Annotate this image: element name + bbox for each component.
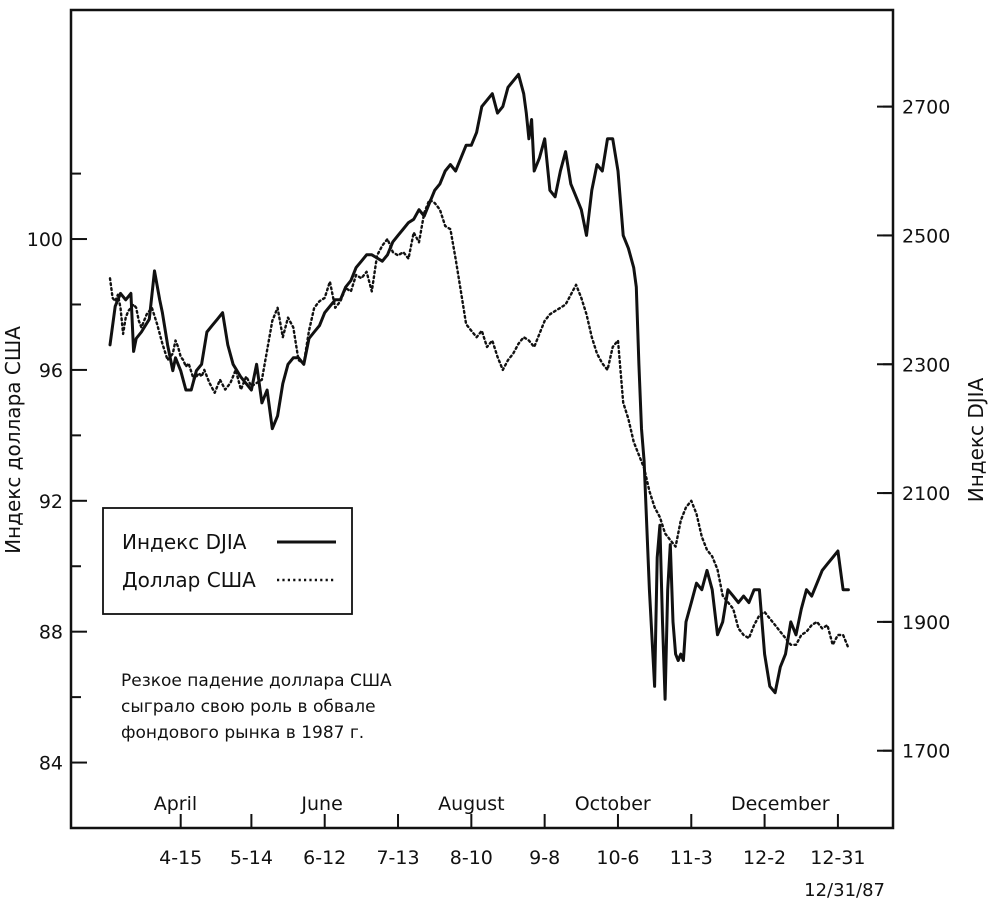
- x-tick-label: 10-6: [596, 847, 639, 869]
- left-tick-label: 100: [27, 229, 63, 251]
- legend: Индекс DJIA Доллар США: [102, 507, 353, 615]
- right-tick-label: 2700: [902, 97, 950, 119]
- note-line: сыграло свою роль в обвале: [121, 697, 376, 717]
- month-label: August: [438, 793, 505, 815]
- plot-frame: [69, 8, 895, 830]
- right-tick-label: 2300: [902, 354, 950, 376]
- bottom-axis: 4-15 5-14 6-12 7-13 8-10 9-8 10-6 11-3 12-2 12-31: [159, 814, 866, 869]
- x-tick-label: 11-3: [670, 847, 713, 869]
- right-tick-label: 2500: [902, 225, 950, 247]
- right-tick-label: 1700: [902, 741, 950, 763]
- x-tick-label: 5-14: [230, 847, 273, 869]
- date-stamp: 12/31/87: [804, 880, 885, 901]
- legend-label-djia: Индекс DJIA: [122, 530, 247, 554]
- x-tick-label: 4-15: [159, 847, 202, 869]
- series-line-usd: [108, 198, 850, 650]
- annotation-note: Резкое падение доллара США сыграло свою …: [121, 671, 392, 743]
- left-tick-label: 92: [39, 491, 63, 513]
- left-tick-label: 88: [39, 622, 63, 644]
- series-layer: [108, 72, 850, 701]
- y-axis-title-right: Индекс DJIA: [964, 377, 988, 502]
- y-axis-title-left: Индекс доллара США: [1, 326, 25, 554]
- month-labels: April June August October December: [154, 793, 830, 815]
- month-label: October: [575, 793, 651, 815]
- right-axis: 1700 1900 2100 2300 2500 2700: [877, 97, 950, 763]
- x-tick-label: 7-13: [376, 847, 419, 869]
- x-tick-label: 12-31: [810, 847, 865, 869]
- note-line: Резкое падение доллара США: [121, 671, 392, 691]
- left-tick-label: 84: [39, 753, 63, 775]
- x-tick-label: 8-10: [450, 847, 493, 869]
- month-label: June: [300, 793, 342, 815]
- month-label: December: [731, 793, 830, 815]
- x-tick-label: 9-8: [529, 847, 560, 869]
- left-tick-label: 96: [39, 360, 63, 382]
- right-tick-label: 1900: [902, 612, 950, 634]
- series-line-djia: [108, 72, 850, 701]
- left-axis: 84 88 92 96 100: [27, 172, 87, 829]
- right-tick-label: 2100: [902, 483, 950, 505]
- x-tick-label: 12-2: [743, 847, 786, 869]
- x-tick-label: 6-12: [303, 847, 346, 869]
- month-label: April: [154, 793, 197, 815]
- legend-label-usd: Доллар США: [122, 568, 256, 592]
- legend-box: [102, 507, 353, 615]
- note-line: фондового рынка в 1987 г.: [121, 723, 364, 743]
